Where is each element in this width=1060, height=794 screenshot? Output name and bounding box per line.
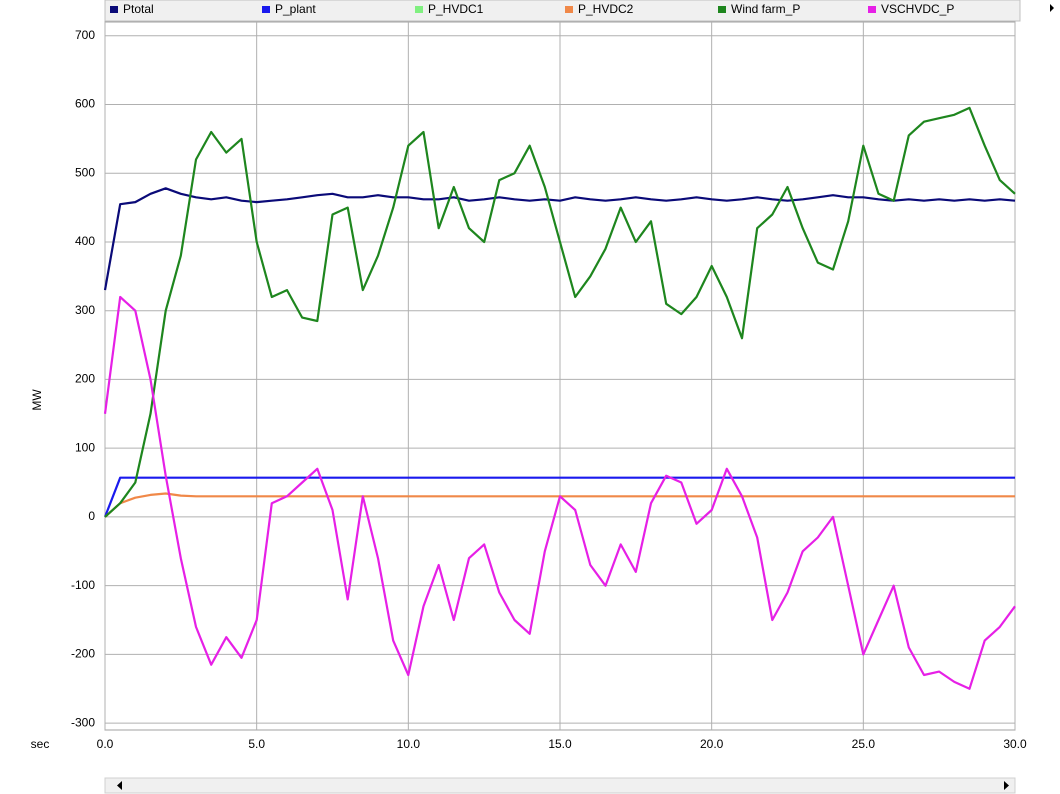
scroll-right[interactable] xyxy=(1004,781,1009,790)
legend-swatch xyxy=(262,6,270,13)
legend-label: P_plant xyxy=(275,2,316,16)
y-tick-label: -300 xyxy=(71,715,95,729)
legend-label: P_HVDC1 xyxy=(428,2,484,16)
y-tick-label: 0 xyxy=(88,509,95,523)
y-tick-label: 400 xyxy=(75,234,95,248)
legend-swatch xyxy=(415,6,423,13)
x-axis-label: sec xyxy=(31,737,50,751)
y-tick-label: 300 xyxy=(75,303,95,317)
x-tick-label: 15.0 xyxy=(548,737,572,751)
x-tick-label: 0.0 xyxy=(97,737,114,751)
legend-label: Ptotal xyxy=(123,2,154,16)
scroll-left[interactable] xyxy=(117,781,122,790)
x-tick-label: 25.0 xyxy=(852,737,876,751)
y-axis-label: MW xyxy=(30,389,44,411)
y-tick-label: 500 xyxy=(75,165,95,179)
x-tick-label: 20.0 xyxy=(700,737,724,751)
x-tick-label: 5.0 xyxy=(248,737,265,751)
series-line xyxy=(103,187,1016,291)
y-tick-label: -100 xyxy=(71,578,95,592)
legend-label: Wind farm_P xyxy=(731,2,800,16)
y-tick-label: 600 xyxy=(75,97,95,111)
y-tick-label: -200 xyxy=(71,647,95,661)
legend-label: VSCHVDC_P xyxy=(881,2,954,16)
y-tick-label: 700 xyxy=(75,28,95,42)
menu-arrow[interactable] xyxy=(1050,4,1054,12)
legend-label: P_HVDC2 xyxy=(578,2,634,16)
scrollbar[interactable] xyxy=(104,777,1016,794)
legend-bar xyxy=(104,0,1021,22)
series-line xyxy=(103,476,1015,518)
y-tick-label: 100 xyxy=(75,440,95,454)
legend-swatch xyxy=(718,6,726,13)
legend-swatch xyxy=(565,6,573,13)
series-line xyxy=(104,106,1016,518)
legend-swatch xyxy=(110,6,118,13)
y-tick-label: 200 xyxy=(75,372,95,386)
legend-swatch xyxy=(868,6,876,13)
x-tick-label: 10.0 xyxy=(397,737,421,751)
x-tick-label: 30.0 xyxy=(1003,737,1027,751)
series-line xyxy=(103,295,1016,690)
